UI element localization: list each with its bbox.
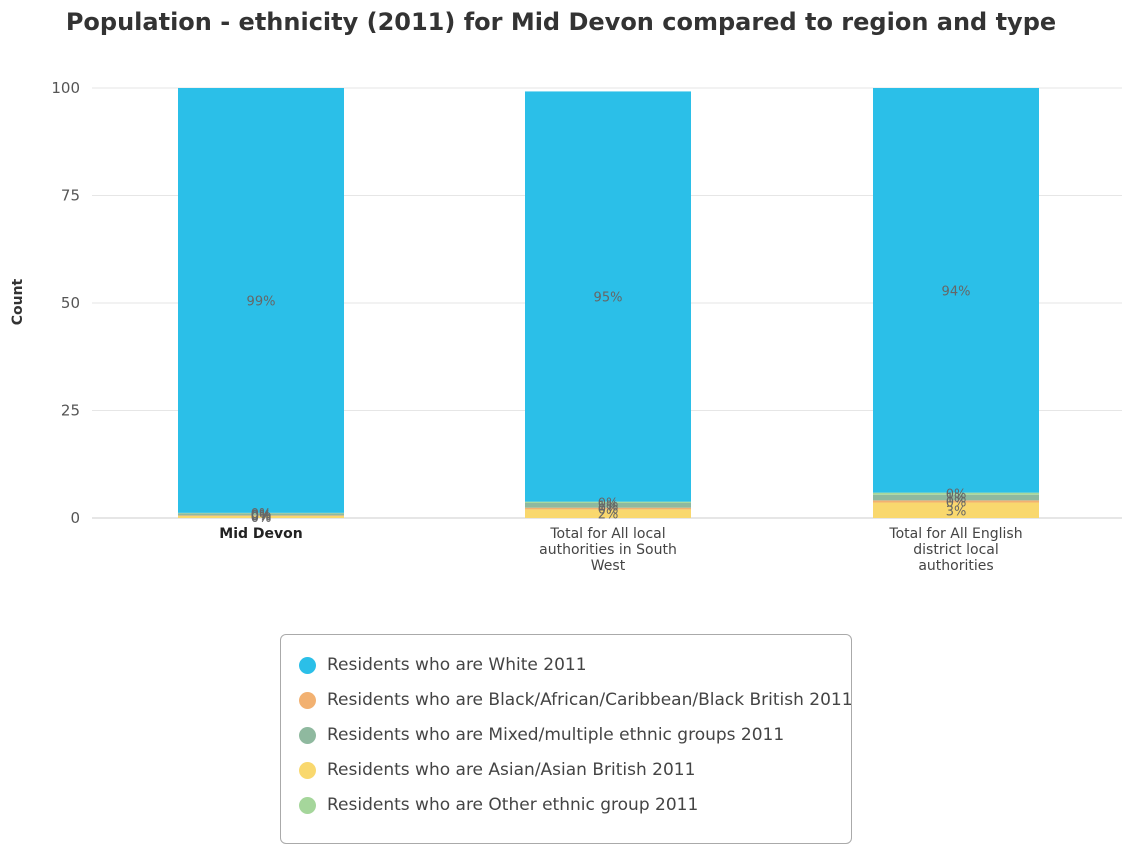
data-label: 0% [946,488,967,503]
bar-segment[interactable] [873,494,1039,501]
legend-swatch-icon [299,691,316,709]
legend-swatch-icon [299,656,316,674]
bar-segment[interactable] [525,91,691,502]
legend-swatch-icon [299,796,316,814]
bar-segment[interactable] [873,88,1039,493]
legend-label: Residents who are Mixed/multiple ethnic … [327,725,785,745]
data-label: 0% [251,508,272,523]
legend-swatch-icon [299,726,316,744]
x-category-label: West [591,558,626,574]
x-category-label: authorities [918,558,993,574]
data-label: 2% [598,508,619,523]
data-label: 94% [942,284,971,299]
x-category-label: Total for All local [549,526,665,542]
bar-segment[interactable] [525,509,691,518]
y-axis-label: Count [10,278,26,325]
data-label: 0% [598,496,619,511]
x-category-label: Total for All English [888,526,1022,542]
data-label: 0% [251,510,272,525]
data-labels: 99%0%0%0%0%95%2%0%1%0%94%3%0%1%0% [247,284,971,526]
legend-item[interactable]: Residents who are Asian/Asian British 20… [299,755,695,785]
x-category-label: Mid Devon [219,526,302,542]
data-label: 1% [946,492,967,507]
bar-segment[interactable] [178,512,344,514]
data-label: 95% [594,291,623,306]
legend-label: Residents who are Asian/Asian British 20… [327,760,696,780]
bar-segment[interactable] [525,502,691,508]
bar-segment[interactable] [178,515,344,518]
legend-swatch-icon [299,761,316,779]
data-label: 3% [946,504,967,519]
y-tick-label: 50 [61,294,80,312]
bar-segment[interactable] [525,501,691,503]
data-label: 0% [598,503,619,518]
legend-item[interactable]: Residents who are Other ethnic group 201… [299,790,698,820]
bar-segment[interactable] [525,507,691,510]
legend-item[interactable]: Residents who are White 2011 [299,650,587,680]
y-tick-label: 0 [70,509,80,527]
y-tick-label: 100 [51,79,80,97]
bar-segment[interactable] [178,513,344,516]
legend-label: Residents who are Other ethnic group 201… [327,795,699,815]
bar-segment[interactable] [873,500,1039,503]
bars [178,88,1039,518]
data-label: 1% [598,499,619,514]
legend-label: Residents who are White 2011 [327,655,587,675]
legend-label: Residents who are Black/African/Caribbea… [327,690,853,710]
data-label: 0% [251,511,272,526]
bar-segment[interactable] [178,515,344,516]
x-category-label: authorities in South [539,542,677,558]
data-label: 0% [946,495,967,510]
legend-item[interactable]: Residents who are Black/African/Caribbea… [299,685,853,715]
bar-segment[interactable] [178,88,344,513]
legend: Residents who are White 2011 Residents wh… [280,634,853,844]
data-label: 0% [251,507,272,522]
legend-item[interactable]: Residents who are Mixed/multiple ethnic … [299,720,784,750]
data-label: 99% [247,294,276,309]
bar-segment[interactable] [873,492,1039,495]
x-category-label: district local [913,542,998,558]
y-tick-label: 75 [61,187,80,205]
chart-title: Population - ethnicity (2011) for Mid De… [65,8,1057,36]
y-tick-label: 25 [61,402,80,420]
bar-segment[interactable] [873,502,1039,518]
